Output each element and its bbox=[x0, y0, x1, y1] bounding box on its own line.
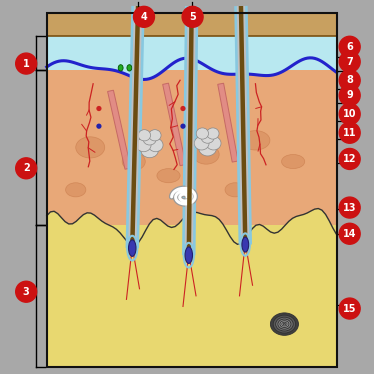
Circle shape bbox=[339, 51, 360, 72]
Circle shape bbox=[16, 158, 37, 179]
Ellipse shape bbox=[270, 313, 298, 335]
Polygon shape bbox=[126, 6, 145, 248]
Polygon shape bbox=[237, 6, 249, 245]
Ellipse shape bbox=[282, 154, 305, 169]
Ellipse shape bbox=[273, 315, 295, 333]
Polygon shape bbox=[187, 6, 194, 255]
Text: 5: 5 bbox=[189, 12, 196, 22]
Text: 13: 13 bbox=[343, 203, 356, 212]
Text: 15: 15 bbox=[343, 304, 356, 313]
Circle shape bbox=[134, 6, 154, 27]
Polygon shape bbox=[108, 90, 131, 169]
Ellipse shape bbox=[206, 137, 221, 150]
Bar bbox=[47, 225, 337, 367]
Polygon shape bbox=[47, 209, 337, 367]
Circle shape bbox=[339, 70, 360, 91]
Ellipse shape bbox=[149, 130, 161, 141]
Text: 1: 1 bbox=[23, 59, 30, 68]
Polygon shape bbox=[218, 83, 238, 162]
Circle shape bbox=[96, 123, 101, 129]
Polygon shape bbox=[239, 6, 248, 245]
Ellipse shape bbox=[118, 65, 123, 71]
Ellipse shape bbox=[193, 145, 219, 164]
Text: 2: 2 bbox=[23, 163, 30, 173]
Circle shape bbox=[339, 36, 360, 57]
Circle shape bbox=[16, 281, 37, 302]
Polygon shape bbox=[47, 36, 337, 79]
Circle shape bbox=[241, 106, 246, 111]
Ellipse shape bbox=[282, 322, 287, 326]
Text: 11: 11 bbox=[343, 128, 356, 138]
Ellipse shape bbox=[122, 153, 145, 171]
Ellipse shape bbox=[143, 133, 156, 145]
Ellipse shape bbox=[157, 169, 180, 183]
Ellipse shape bbox=[283, 324, 285, 325]
Ellipse shape bbox=[241, 131, 270, 150]
Polygon shape bbox=[185, 6, 196, 255]
Ellipse shape bbox=[76, 137, 105, 158]
Ellipse shape bbox=[276, 317, 293, 331]
Text: 3: 3 bbox=[23, 287, 30, 297]
Polygon shape bbox=[234, 6, 252, 245]
Circle shape bbox=[180, 123, 186, 129]
Text: 12: 12 bbox=[343, 154, 356, 164]
Circle shape bbox=[339, 104, 360, 125]
Text: 8: 8 bbox=[346, 76, 353, 85]
Ellipse shape bbox=[207, 128, 219, 139]
Ellipse shape bbox=[129, 240, 136, 256]
Circle shape bbox=[339, 148, 360, 169]
Polygon shape bbox=[182, 6, 198, 255]
Ellipse shape bbox=[65, 183, 86, 197]
Polygon shape bbox=[163, 83, 186, 166]
Ellipse shape bbox=[199, 140, 217, 156]
Text: 4: 4 bbox=[141, 12, 147, 22]
Ellipse shape bbox=[148, 138, 163, 152]
Ellipse shape bbox=[185, 247, 193, 263]
Bar bbox=[47, 13, 337, 367]
Circle shape bbox=[339, 223, 360, 244]
Bar bbox=[47, 36, 337, 70]
Polygon shape bbox=[128, 6, 142, 248]
Circle shape bbox=[339, 298, 360, 319]
Circle shape bbox=[339, 122, 360, 143]
Ellipse shape bbox=[194, 137, 209, 150]
Text: 9: 9 bbox=[346, 91, 353, 100]
Text: 10: 10 bbox=[343, 109, 356, 119]
Polygon shape bbox=[130, 6, 140, 248]
Circle shape bbox=[339, 85, 360, 106]
Ellipse shape bbox=[136, 138, 151, 152]
Ellipse shape bbox=[278, 319, 291, 329]
Ellipse shape bbox=[138, 130, 151, 141]
Circle shape bbox=[241, 123, 246, 129]
Text: 14: 14 bbox=[343, 229, 356, 239]
Ellipse shape bbox=[280, 321, 289, 328]
Circle shape bbox=[182, 6, 203, 27]
Circle shape bbox=[339, 197, 360, 218]
Circle shape bbox=[180, 106, 186, 111]
Circle shape bbox=[96, 106, 101, 111]
Bar bbox=[47, 13, 337, 367]
Ellipse shape bbox=[242, 237, 249, 252]
Text: 7: 7 bbox=[346, 57, 353, 67]
Circle shape bbox=[16, 53, 37, 74]
Ellipse shape bbox=[127, 65, 132, 71]
Text: 6: 6 bbox=[346, 42, 353, 52]
Ellipse shape bbox=[141, 141, 159, 158]
Bar bbox=[47, 13, 337, 36]
Ellipse shape bbox=[196, 128, 209, 139]
Ellipse shape bbox=[225, 183, 245, 197]
Ellipse shape bbox=[201, 131, 214, 143]
